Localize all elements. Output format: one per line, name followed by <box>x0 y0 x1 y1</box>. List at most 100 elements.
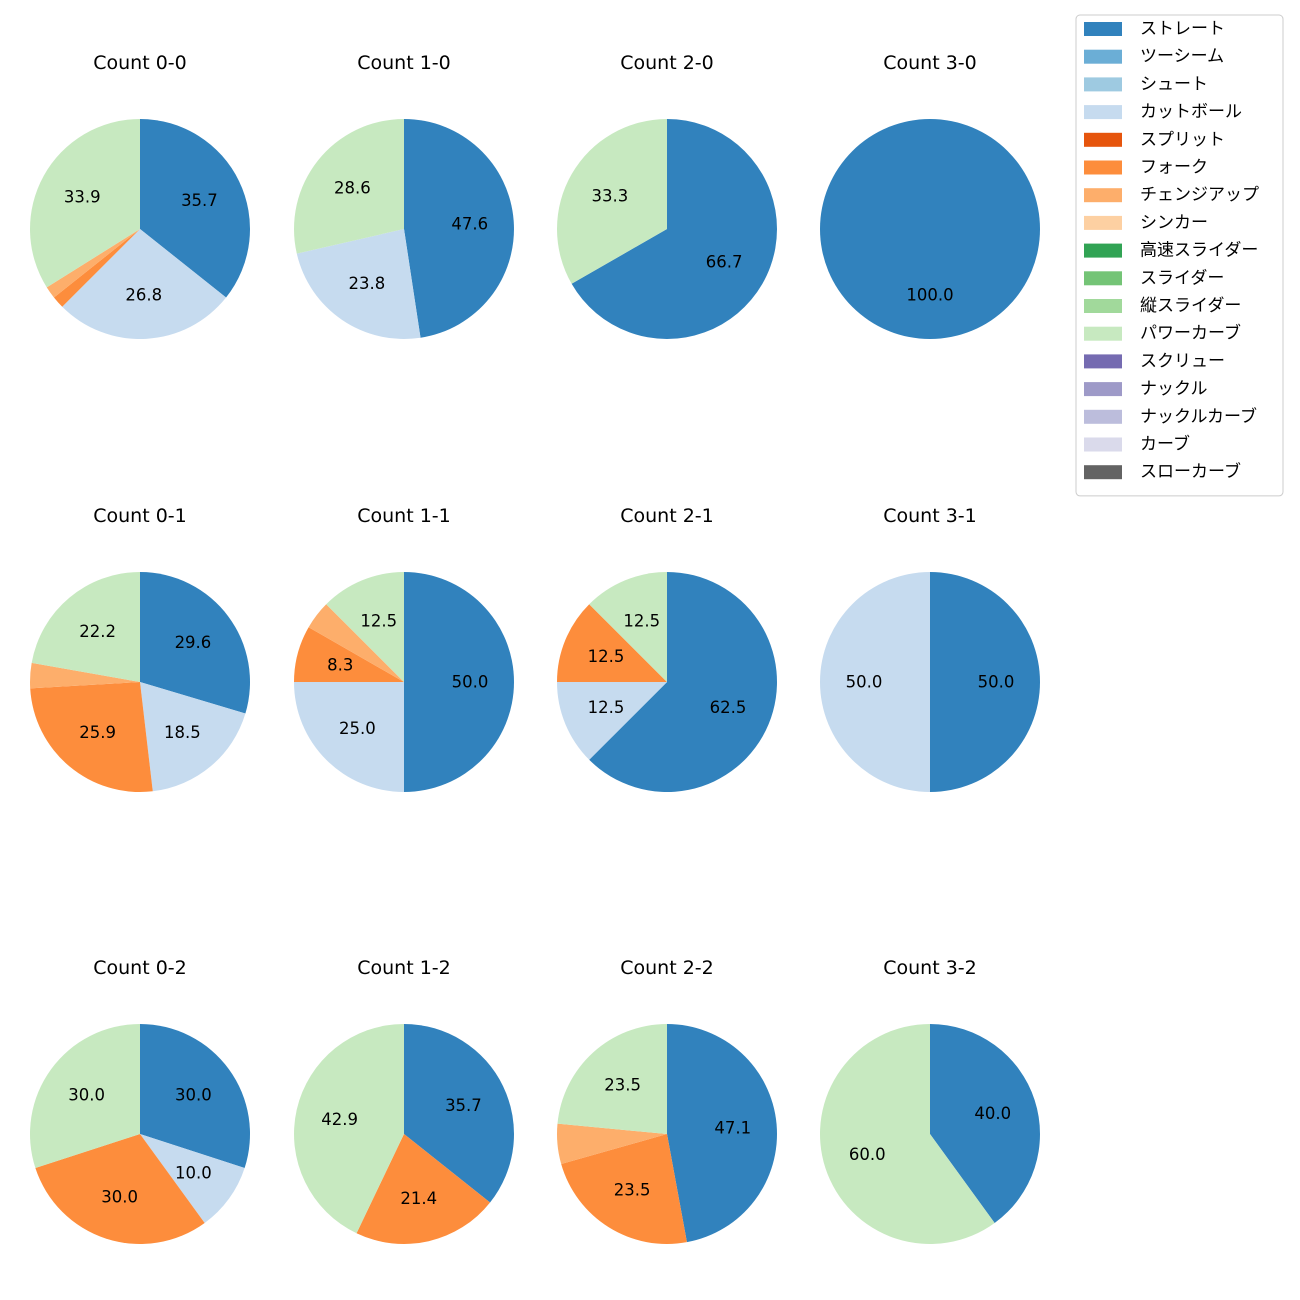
legend-item: スローカーブ <box>1084 461 1241 482</box>
legend-item: スプリット <box>1084 130 1225 150</box>
slice-value-label: 12.5 <box>623 612 660 631</box>
legend-label: シンカー <box>1140 213 1208 233</box>
pie-slice <box>557 604 667 682</box>
legend-item: スクリュー <box>1084 351 1225 371</box>
legend-item: フォーク <box>1084 158 1208 178</box>
slice-value-label: 66.7 <box>706 253 743 272</box>
slice-value-label: 50.0 <box>978 673 1015 692</box>
pie-slice <box>140 572 251 714</box>
slice-value-label: 100.0 <box>906 286 953 305</box>
pie-9: Count 0-2 30.0 10.0 30.0 30.0 <box>29 957 251 1245</box>
pie-slice <box>30 662 141 689</box>
legend-item: パワーカーブ <box>1084 323 1241 344</box>
slice-value-label: 62.5 <box>710 698 747 717</box>
legend-label: ストレート <box>1140 19 1225 39</box>
pie-title: Count 1-0 <box>357 52 451 74</box>
slice-value-label: 30.0 <box>175 1086 212 1105</box>
legend-swatch <box>1084 49 1122 64</box>
legend-label: ナックル <box>1140 379 1208 399</box>
legend-item: ストレート <box>1084 19 1225 39</box>
pie-slice <box>62 229 227 339</box>
slice-value-label: 50.0 <box>452 673 489 692</box>
legend-item: ナックルカーブ <box>1084 406 1257 427</box>
slice-value-label: 26.8 <box>125 285 162 304</box>
pie-2: Count 1-0 47.6 23.8 28.6 <box>293 52 514 339</box>
pie-slice <box>557 1123 667 1165</box>
slice-value-label: 23.5 <box>604 1076 641 1095</box>
slice-value-label: 23.5 <box>614 1181 651 1200</box>
legend-swatch <box>1084 326 1122 341</box>
pie-title: Count 1-2 <box>357 957 451 979</box>
legend-label: 高速スライダー <box>1140 241 1258 261</box>
slice-value-label: 33.9 <box>64 188 101 207</box>
pie-slice <box>30 682 153 793</box>
legend-swatch <box>1084 409 1122 424</box>
pie-title: Count 0-0 <box>93 52 187 74</box>
pie-slice <box>556 119 667 284</box>
pie-slice <box>557 1024 667 1134</box>
legend-swatch <box>1084 465 1122 480</box>
pie-slice <box>571 119 777 339</box>
pie-slice <box>820 1024 995 1244</box>
pie-title: Count 0-2 <box>93 957 187 979</box>
legend-label: ツーシーム <box>1140 47 1224 67</box>
pie-slice <box>561 1134 687 1244</box>
legend-frame <box>1075 14 1284 497</box>
legend-item: カットボール <box>1084 102 1242 122</box>
legend-swatch <box>1084 382 1122 397</box>
legend-label: 縦スライダー <box>1140 296 1241 316</box>
legend-item: 高速スライダー <box>1084 241 1258 261</box>
legend-label: スプリット <box>1140 130 1225 150</box>
slice-value-label: 25.9 <box>79 723 116 742</box>
pie-slice <box>930 572 1040 792</box>
pie-slice <box>820 119 1040 339</box>
legend-swatch <box>1084 437 1122 452</box>
slice-value-label: 30.0 <box>68 1086 105 1105</box>
pie-title: Count 3-1 <box>883 505 977 527</box>
slice-value-label: 12.5 <box>588 698 625 717</box>
slice-value-label: 47.1 <box>714 1119 751 1138</box>
legend-swatch <box>1084 160 1122 175</box>
legend-label: スローカーブ <box>1140 461 1241 482</box>
slice-value-label: 12.5 <box>588 647 625 666</box>
legend-swatch <box>1084 22 1122 36</box>
legend-item: ツーシーム <box>1084 47 1224 67</box>
slice-value-label: 47.6 <box>451 215 488 234</box>
pie-title: Count 3-2 <box>883 957 977 979</box>
legend-label: フォーク <box>1140 158 1208 178</box>
legend-label: スクリュー <box>1140 351 1225 371</box>
slice-value-label: 23.8 <box>349 274 386 293</box>
legend-label: スライダー <box>1140 268 1224 288</box>
slice-value-label: 33.3 <box>592 186 629 205</box>
legend-item: ナックル <box>1084 379 1208 399</box>
pie-slice <box>35 1134 205 1245</box>
slice-value-label: 28.6 <box>334 178 371 197</box>
pie-slice <box>557 682 667 760</box>
legend-label: カーブ <box>1140 434 1190 455</box>
slice-value-label: 29.6 <box>175 633 212 652</box>
pie-title: Count 3-0 <box>883 52 977 74</box>
pie-slice <box>294 682 404 792</box>
pie-slice <box>308 604 404 682</box>
slice-value-label: 30.0 <box>101 1187 138 1206</box>
pie-slice <box>296 229 421 339</box>
pie-title: Count 2-2 <box>620 957 714 979</box>
pie-4: Count 3-0 100.0 <box>820 52 1040 339</box>
pie-slice <box>140 682 246 792</box>
slice-value-label: 21.4 <box>400 1189 437 1208</box>
pie-title: Count 2-0 <box>620 52 714 74</box>
legend-item: シンカー <box>1084 213 1208 233</box>
slice-value-label: 8.3 <box>327 655 353 674</box>
legend-item: カーブ <box>1084 434 1190 455</box>
pie-slice <box>53 229 140 307</box>
legend-swatch <box>1084 243 1122 258</box>
legend-swatch <box>1084 77 1122 92</box>
pie-slice <box>46 229 141 298</box>
slice-value-label: 50.0 <box>846 673 883 692</box>
pie-5: Count 0-1 29.6 18.5 25.9 22.2 <box>30 505 251 793</box>
legend-swatch <box>1084 132 1122 147</box>
pie-slice <box>293 119 404 254</box>
slice-value-label: 10.0 <box>175 1163 212 1182</box>
legend-swatch <box>1084 354 1122 369</box>
legend-item: チェンジアップ <box>1084 185 1259 205</box>
